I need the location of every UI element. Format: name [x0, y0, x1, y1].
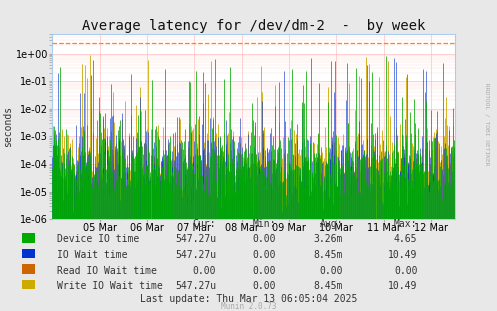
- Text: 0.00: 0.00: [252, 281, 276, 291]
- Text: 3.26m: 3.26m: [314, 234, 343, 244]
- Text: Munin 2.0.73: Munin 2.0.73: [221, 302, 276, 311]
- Text: 0.00: 0.00: [252, 234, 276, 244]
- Text: IO Wait time: IO Wait time: [57, 250, 128, 260]
- Text: 547.27u: 547.27u: [175, 281, 216, 291]
- Text: 4.65: 4.65: [394, 234, 417, 244]
- Text: Avg:: Avg:: [320, 219, 343, 229]
- Y-axis label: seconds: seconds: [3, 106, 13, 147]
- Text: 0.00: 0.00: [252, 250, 276, 260]
- Text: 8.45m: 8.45m: [314, 281, 343, 291]
- Text: 0.00: 0.00: [193, 266, 216, 276]
- Text: RRDTOOL / TOBI OETIKER: RRDTOOL / TOBI OETIKER: [485, 83, 490, 166]
- Text: Last update: Thu Mar 13 06:05:04 2025: Last update: Thu Mar 13 06:05:04 2025: [140, 294, 357, 304]
- Title: Average latency for /dev/dm-2  -  by week: Average latency for /dev/dm-2 - by week: [82, 19, 425, 33]
- Text: Cur:: Cur:: [193, 219, 216, 229]
- Text: 0.00: 0.00: [320, 266, 343, 276]
- Text: Min:: Min:: [252, 219, 276, 229]
- Text: 10.49: 10.49: [388, 281, 417, 291]
- Text: 8.45m: 8.45m: [314, 250, 343, 260]
- Text: 547.27u: 547.27u: [175, 250, 216, 260]
- Text: 0.00: 0.00: [252, 266, 276, 276]
- Text: Device IO time: Device IO time: [57, 234, 139, 244]
- Text: Max:: Max:: [394, 219, 417, 229]
- Text: Write IO Wait time: Write IO Wait time: [57, 281, 163, 291]
- Text: 10.49: 10.49: [388, 250, 417, 260]
- Text: 547.27u: 547.27u: [175, 234, 216, 244]
- Text: Read IO Wait time: Read IO Wait time: [57, 266, 157, 276]
- Text: 0.00: 0.00: [394, 266, 417, 276]
